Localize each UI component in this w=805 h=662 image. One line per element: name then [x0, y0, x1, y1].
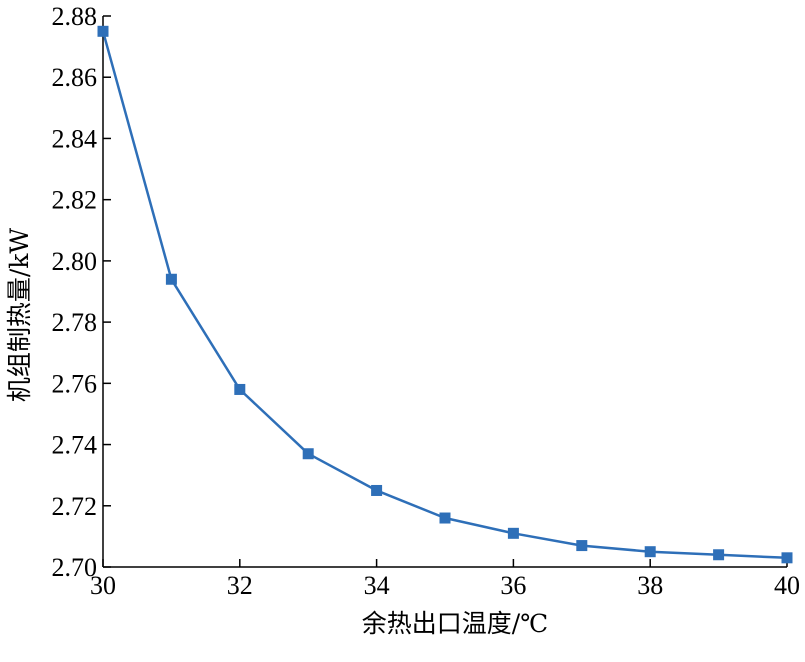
series-line: [101, 30, 788, 560]
data-point: [371, 484, 383, 496]
y-axis-title: 机组制热量/kW: [5, 228, 34, 403]
data-point: [644, 546, 656, 558]
data-point: [234, 383, 246, 395]
y-tick-label: 2.82: [52, 186, 98, 215]
x-tick-label: 38: [637, 571, 663, 600]
data-point: [781, 552, 793, 564]
y-tick-label: 2.80: [52, 247, 98, 276]
y-tick-label: 2.74: [52, 431, 98, 460]
y-tick-label: 2.76: [52, 369, 98, 398]
data-point: [302, 448, 314, 460]
x-tick-label: 34: [364, 571, 390, 600]
y-tick-label: 2.88: [52, 2, 98, 31]
data-point: [97, 25, 109, 37]
data-point: [439, 512, 451, 524]
data-point: [713, 549, 725, 561]
ticks: 2.70 2.72 2.74 2.76 2.78 2.80 2.82 2.84 2.86 2.88…: [52, 2, 801, 600]
data-point: [507, 527, 519, 539]
plot-area: [97, 25, 793, 564]
y-tick-label: 2.84: [52, 124, 98, 153]
data-point: [165, 273, 177, 285]
y-tick-label: 2.72: [52, 492, 98, 521]
x-tick-label: 36: [500, 571, 526, 600]
axes: [102, 16, 787, 568]
y-tick-label: 2.86: [52, 63, 98, 92]
y-tick-label: 2.78: [52, 308, 98, 337]
data-point: [576, 540, 588, 552]
x-tick-label: 32: [227, 571, 253, 600]
x-axis-title: 余热出口温度/℃: [362, 609, 548, 638]
x-tick-label: 40: [774, 571, 800, 600]
y-tick-label: 2.70: [52, 553, 98, 582]
x-tick-label: 30: [90, 571, 116, 600]
